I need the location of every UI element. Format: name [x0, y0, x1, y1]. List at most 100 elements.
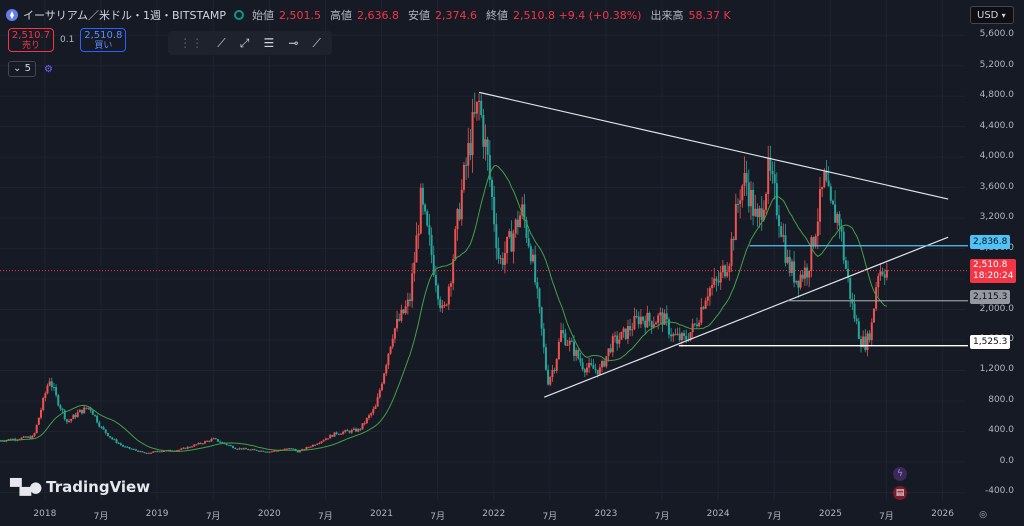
candle-body	[387, 353, 390, 366]
buy-button[interactable]: 2,510.8 買い	[80, 28, 127, 52]
candle-body	[721, 265, 724, 273]
y-tick-label: 3,200.0	[979, 212, 1014, 223]
trendline-tool-icon[interactable]: ⟋	[217, 35, 226, 50]
candle-body	[471, 112, 474, 156]
candle-body	[326, 438, 329, 440]
candle-body	[577, 350, 580, 359]
candle-body	[415, 235, 418, 263]
candle-body	[178, 449, 181, 451]
candle-body	[242, 448, 245, 450]
candle-body	[590, 363, 593, 365]
candle-body	[452, 259, 455, 284]
ray-tool-icon[interactable]: ⤢	[239, 35, 250, 50]
candle-body	[320, 441, 323, 443]
candle-body	[726, 272, 729, 277]
candle-body	[486, 139, 489, 155]
candle-body	[199, 442, 202, 444]
low-value: 2,374.6	[435, 8, 478, 22]
candle-body	[11, 438, 14, 441]
candle-body	[303, 449, 306, 451]
candle-body	[80, 409, 83, 414]
candle-body	[803, 267, 806, 279]
sell-button[interactable]: 2,510.7 売り	[8, 28, 54, 52]
candle-body	[270, 451, 273, 453]
candle-body	[531, 254, 534, 262]
y-tick-label: 400.0	[988, 425, 1014, 436]
candle-body	[346, 430, 349, 432]
candle-body	[298, 450, 301, 453]
y-tick-label: 3,600.0	[979, 181, 1014, 192]
currency-label: USD	[977, 10, 999, 21]
currency-select[interactable]: USD ▾	[970, 6, 1014, 24]
candle-body	[14, 438, 17, 441]
candle-body	[855, 318, 858, 322]
candle-body	[788, 256, 791, 273]
candle-body	[864, 336, 867, 350]
candle-body	[232, 445, 235, 449]
candle-body	[488, 154, 491, 180]
candle-body	[137, 450, 140, 452]
candle-body	[702, 307, 705, 309]
candle-body	[572, 341, 575, 356]
candle-body	[631, 329, 634, 331]
candle-body	[635, 316, 638, 318]
horizontal-ray-icon[interactable]: ⊸	[288, 36, 299, 50]
candle-body	[795, 280, 798, 283]
open-value: 2,501.5	[279, 8, 322, 22]
candle-body	[55, 387, 58, 396]
candle-body	[777, 215, 780, 227]
settings-icon[interactable]: ⚙	[43, 63, 53, 75]
candle-body	[469, 142, 472, 156]
x-tick-label: 2025	[818, 509, 842, 519]
candle-body	[404, 306, 407, 314]
symbol-title[interactable]: イーサリアム／米ドル・1週・BITSTAMP	[23, 9, 227, 22]
candle-body	[637, 316, 640, 325]
candle-body	[620, 331, 623, 340]
candle-body	[78, 409, 81, 413]
lightning-event-icon[interactable]: ϟ	[893, 467, 907, 481]
candle-body	[255, 449, 258, 451]
candle-body	[117, 442, 120, 444]
candle-body	[68, 420, 71, 422]
candle-body	[339, 433, 342, 435]
parallel-channel-icon[interactable]: ☰	[263, 36, 275, 50]
candle-body	[227, 444, 230, 446]
candle-body	[613, 335, 616, 337]
candle-body	[197, 442, 200, 445]
candle-body	[428, 225, 431, 235]
candle-body	[27, 436, 30, 438]
candle-body	[564, 333, 567, 346]
candle-body	[251, 449, 254, 451]
candle-body	[292, 448, 295, 450]
bar-countdown: 18:20:24	[973, 271, 1014, 281]
candle-body	[406, 299, 409, 307]
candle-body	[862, 336, 865, 348]
candle-body	[553, 370, 556, 372]
drag-handle-icon[interactable]: ⋮⋮	[179, 36, 204, 50]
candle-body	[607, 348, 610, 356]
info-line-icon[interactable]: ⟋	[312, 35, 321, 50]
candle-body	[333, 432, 336, 437]
candle-body	[260, 450, 263, 452]
indicator-toggle[interactable]: ⌄ 5	[8, 61, 36, 77]
x-tick-label: 7月	[542, 512, 558, 522]
candle-body	[870, 322, 873, 341]
candle-body	[821, 186, 824, 190]
indicator-row: ⌄ 5 ⚙	[8, 61, 53, 77]
close-label: 終値	[486, 9, 509, 22]
candle-body	[454, 229, 457, 260]
candle-body	[838, 213, 841, 226]
candle-body	[523, 204, 526, 221]
candle-body	[467, 142, 470, 166]
candle-body	[361, 423, 364, 430]
candle-body	[44, 393, 47, 398]
candle-body	[124, 446, 127, 448]
candle-body	[385, 365, 388, 374]
x-tick-label: 2023	[594, 509, 618, 519]
candle-body	[363, 423, 366, 425]
candle-body	[426, 211, 429, 226]
low-label: 安値	[408, 9, 431, 22]
time-settings-icon[interactable]: ◎	[979, 510, 987, 520]
us-flag-event-icon[interactable]: ▤	[893, 486, 907, 500]
